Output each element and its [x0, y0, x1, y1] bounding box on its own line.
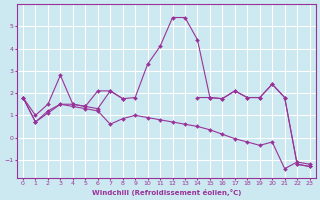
X-axis label: Windchill (Refroidissement éolien,°C): Windchill (Refroidissement éolien,°C)	[92, 189, 241, 196]
